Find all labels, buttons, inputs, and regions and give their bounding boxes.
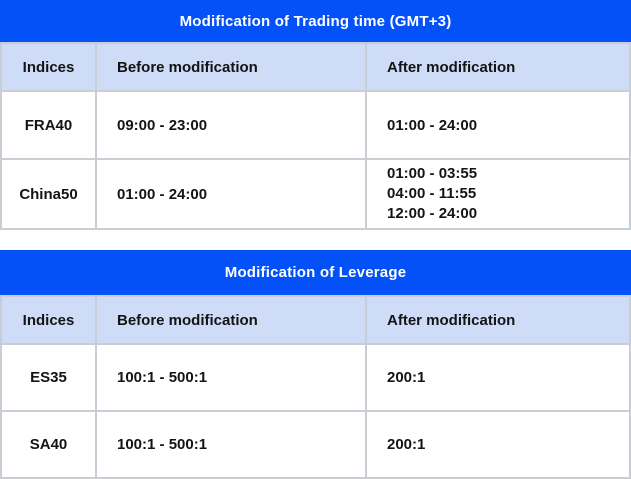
after-cell: 200:1 bbox=[365, 343, 631, 412]
trading-time-grid: Indices Before modification After modifi… bbox=[0, 42, 631, 230]
index-cell: SA40 bbox=[0, 410, 97, 479]
column-header-before-modification: Before modification bbox=[95, 42, 367, 92]
leverage-table: Modification of Leverage Indices Before … bbox=[0, 250, 631, 479]
before-cell: 100:1 - 500:1 bbox=[95, 410, 367, 479]
index-cell: China50 bbox=[0, 158, 97, 230]
table-row-es35: ES35 100:1 - 500:1 200:1 bbox=[0, 343, 631, 412]
column-header-indices: Indices bbox=[0, 42, 97, 92]
leverage-header-row: Indices Before modification After modifi… bbox=[0, 295, 631, 345]
column-header-after-modification: After modification bbox=[365, 295, 631, 345]
table-row-sa40: SA40 100:1 - 500:1 200:1 bbox=[0, 410, 631, 479]
after-cell: 01:00 - 03:55 04:00 - 11:55 12:00 - 24:0… bbox=[365, 158, 631, 230]
trading-time-header-row: Indices Before modification After modifi… bbox=[0, 42, 631, 92]
column-header-indices: Indices bbox=[0, 295, 97, 345]
leverage-title: Modification of Leverage bbox=[0, 250, 631, 295]
tables-gap bbox=[0, 230, 631, 250]
trading-time-table: Modification of Trading time (GMT+3) Ind… bbox=[0, 0, 631, 230]
column-header-before-modification: Before modification bbox=[95, 295, 367, 345]
index-cell: FRA40 bbox=[0, 90, 97, 160]
index-cell: ES35 bbox=[0, 343, 97, 412]
table-row-fra40: FRA40 09:00 - 23:00 01:00 - 24:00 bbox=[0, 90, 631, 160]
leverage-grid: Indices Before modification After modifi… bbox=[0, 295, 631, 479]
before-cell: 100:1 - 500:1 bbox=[95, 343, 367, 412]
after-cell: 200:1 bbox=[365, 410, 631, 479]
table-row-china50: China50 01:00 - 24:00 01:00 - 03:55 04:0… bbox=[0, 158, 631, 230]
column-header-after-modification: After modification bbox=[365, 42, 631, 92]
before-cell: 09:00 - 23:00 bbox=[95, 90, 367, 160]
before-cell: 01:00 - 24:00 bbox=[95, 158, 367, 230]
after-cell: 01:00 - 24:00 bbox=[365, 90, 631, 160]
trading-time-title: Modification of Trading time (GMT+3) bbox=[0, 0, 631, 42]
